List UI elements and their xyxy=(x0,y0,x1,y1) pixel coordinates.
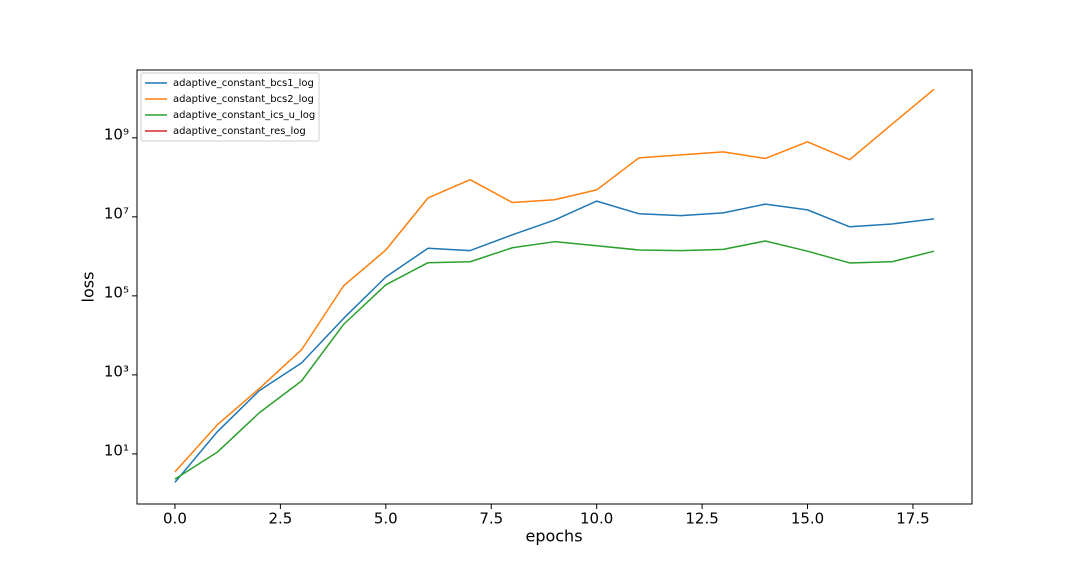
y-tick-label: 10⁵ xyxy=(104,283,129,301)
x-tick-label: 7.5 xyxy=(479,510,503,528)
y-tick-label: 10³ xyxy=(104,362,129,380)
x-tick-label: 15.0 xyxy=(791,510,824,528)
series-line xyxy=(174,88,935,473)
series-line xyxy=(174,240,935,480)
legend-label: adaptive_constant_ics_u_log xyxy=(173,110,315,121)
legend-label: adaptive_constant_bcs2_log xyxy=(173,94,314,105)
y-tick-label: 10¹ xyxy=(104,441,129,459)
x-tick-label: 0.0 xyxy=(163,510,187,528)
x-tick-label: 2.5 xyxy=(268,510,292,528)
x-axis-label: epochs xyxy=(525,527,582,546)
x-tick-label: 17.5 xyxy=(896,510,929,528)
plot-frame xyxy=(136,69,973,505)
x-tick-label: 10.0 xyxy=(580,510,613,528)
series-line xyxy=(174,200,935,483)
legend-label: adaptive_constant_res_log xyxy=(173,126,306,137)
plot-area xyxy=(174,88,935,483)
y-axis-label: loss xyxy=(79,272,98,303)
legend-box xyxy=(140,72,320,142)
y-tick-label: 10⁹ xyxy=(104,125,129,143)
y-tick-label: 10⁷ xyxy=(104,204,129,222)
x-tick-label: 5.0 xyxy=(374,510,398,528)
legend-label: adaptive_constant_bcs1_log xyxy=(173,78,314,89)
x-tick-label: 12.5 xyxy=(685,510,718,528)
